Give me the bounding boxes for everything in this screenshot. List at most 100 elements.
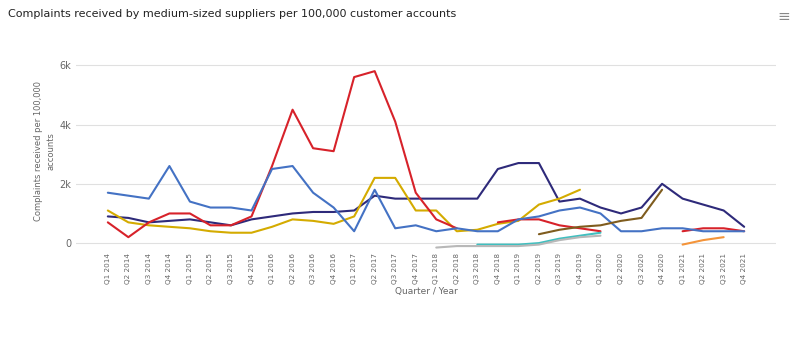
Line: Green Network Energy – End Q4 2020: Green Network Energy – End Q4 2020 bbox=[539, 190, 662, 234]
Shell Energy bbox=[596, 205, 606, 210]
Utilita bbox=[329, 149, 338, 153]
Utility Warehouse bbox=[329, 205, 338, 210]
Utility Warehouse bbox=[103, 190, 113, 195]
Utility Warehouse bbox=[185, 199, 194, 204]
OVO – End Q4 2019 bbox=[554, 197, 564, 201]
Utility Warehouse bbox=[123, 194, 133, 198]
Utilita bbox=[554, 223, 564, 228]
Utility Warehouse bbox=[431, 229, 441, 233]
Utility Warehouse bbox=[267, 167, 277, 171]
OVO – End Q4 2019 bbox=[226, 230, 236, 235]
OVO – End Q4 2019 bbox=[514, 219, 523, 223]
Shell Energy bbox=[185, 217, 194, 221]
Shell Energy bbox=[534, 161, 544, 165]
Octopus Energy – End Q2 2020 bbox=[493, 242, 502, 247]
Text: Complaints received by medium-sized suppliers per 100,000 customer accounts: Complaints received by medium-sized supp… bbox=[8, 9, 456, 19]
Text: ≡: ≡ bbox=[778, 9, 790, 24]
Utility Warehouse bbox=[575, 205, 585, 210]
Shell Energy bbox=[165, 219, 174, 223]
OVO – End Q4 2019 bbox=[431, 208, 441, 213]
OVO – End Q4 2019 bbox=[185, 226, 194, 230]
OVO – End Q4 2019 bbox=[144, 223, 154, 228]
Utilita bbox=[246, 214, 256, 219]
Line: Utility Warehouse: Utility Warehouse bbox=[108, 166, 744, 231]
Utility Warehouse bbox=[390, 226, 400, 230]
Utilita bbox=[431, 217, 441, 221]
Utilita bbox=[514, 217, 523, 221]
Shell Energy bbox=[493, 167, 502, 171]
Utility Warehouse bbox=[514, 217, 523, 221]
Utilita bbox=[267, 164, 277, 168]
OVO – End Q4 2019 bbox=[473, 228, 482, 232]
Line: OVO – End Q4 2019: OVO – End Q4 2019 bbox=[108, 178, 580, 233]
Bulb – End Q2 2020 bbox=[514, 244, 523, 248]
Octopus Energy – End Q2 2020 bbox=[596, 230, 606, 235]
Utility Warehouse bbox=[554, 208, 564, 213]
Utility Warehouse bbox=[678, 226, 687, 230]
Shell Energy bbox=[473, 197, 482, 201]
Utility Warehouse bbox=[596, 211, 606, 216]
Shell Energy bbox=[411, 197, 421, 201]
Line: Shell Energy: Shell Energy bbox=[108, 163, 744, 227]
Shell Energy bbox=[308, 210, 318, 214]
Utility Warehouse bbox=[226, 205, 236, 210]
Line: Octopus Energy – End Q2 2020: Octopus Energy – End Q2 2020 bbox=[478, 233, 601, 244]
Green Network Energy – End Q4 2020 bbox=[554, 228, 564, 232]
Green Network Energy – End Q4 2020 bbox=[637, 216, 646, 220]
OVO – End Q4 2019 bbox=[103, 208, 113, 213]
OVO – End Q4 2019 bbox=[493, 222, 502, 226]
Utility Warehouse bbox=[493, 229, 502, 233]
Utilita bbox=[698, 226, 708, 230]
Utilita bbox=[308, 146, 318, 150]
Shell Energy bbox=[246, 217, 256, 221]
Utilita bbox=[596, 229, 606, 233]
Shell Energy bbox=[678, 197, 687, 201]
Octopus Energy – End Q2 2020 bbox=[473, 242, 482, 247]
Utilita bbox=[165, 211, 174, 216]
Bulb – End Q2 2020 bbox=[554, 238, 564, 242]
OVO – End Q4 2019 bbox=[534, 202, 544, 207]
Green Network Energy – End Q4 2020 bbox=[616, 219, 626, 223]
Avro Energy – End Q3 2021 bbox=[678, 242, 687, 247]
Utilita bbox=[185, 211, 194, 216]
Shell Energy bbox=[514, 161, 523, 165]
Utilita bbox=[678, 229, 687, 233]
Shell Energy bbox=[144, 220, 154, 225]
Shell Energy bbox=[206, 220, 215, 225]
Shell Energy bbox=[329, 210, 338, 214]
OVO – End Q4 2019 bbox=[267, 225, 277, 229]
Utility Warehouse bbox=[144, 197, 154, 201]
Octopus Energy – End Q2 2020 bbox=[554, 237, 564, 241]
Shell Energy bbox=[123, 216, 133, 220]
OVO – End Q4 2019 bbox=[452, 229, 462, 233]
Shell Energy bbox=[637, 205, 646, 210]
Utility Warehouse bbox=[616, 229, 626, 233]
Utilita bbox=[534, 217, 544, 221]
Utilita bbox=[350, 75, 359, 79]
Octopus Energy – End Q2 2020 bbox=[575, 234, 585, 238]
Utility Warehouse bbox=[165, 164, 174, 168]
Green Network Energy – End Q4 2020 bbox=[534, 232, 544, 237]
Utility Warehouse bbox=[452, 226, 462, 230]
Line: Avro Energy – End Q3 2021: Avro Energy – End Q3 2021 bbox=[682, 237, 724, 244]
Utility Warehouse bbox=[288, 164, 298, 168]
Line: Utilita: Utilita bbox=[108, 71, 744, 237]
Shell Energy bbox=[616, 211, 626, 216]
Avro Energy – End Q3 2021 bbox=[719, 235, 729, 239]
OVO – End Q4 2019 bbox=[123, 220, 133, 225]
Octopus Energy – End Q2 2020 bbox=[534, 241, 544, 245]
Utility Warehouse bbox=[719, 229, 729, 233]
Utilita bbox=[390, 120, 400, 124]
Utilita bbox=[411, 190, 421, 195]
Bulb – End Q2 2020 bbox=[452, 244, 462, 248]
OVO – End Q4 2019 bbox=[350, 214, 359, 219]
Shell Energy bbox=[698, 202, 708, 207]
Bulb – End Q2 2020 bbox=[431, 246, 441, 250]
Shell Energy bbox=[370, 194, 379, 198]
Utility Warehouse bbox=[473, 229, 482, 233]
OVO – End Q4 2019 bbox=[308, 219, 318, 223]
Utilita bbox=[452, 226, 462, 230]
Utility Warehouse bbox=[637, 229, 646, 233]
Green Network Energy – End Q4 2020 bbox=[658, 188, 667, 192]
OVO – End Q4 2019 bbox=[370, 176, 379, 180]
